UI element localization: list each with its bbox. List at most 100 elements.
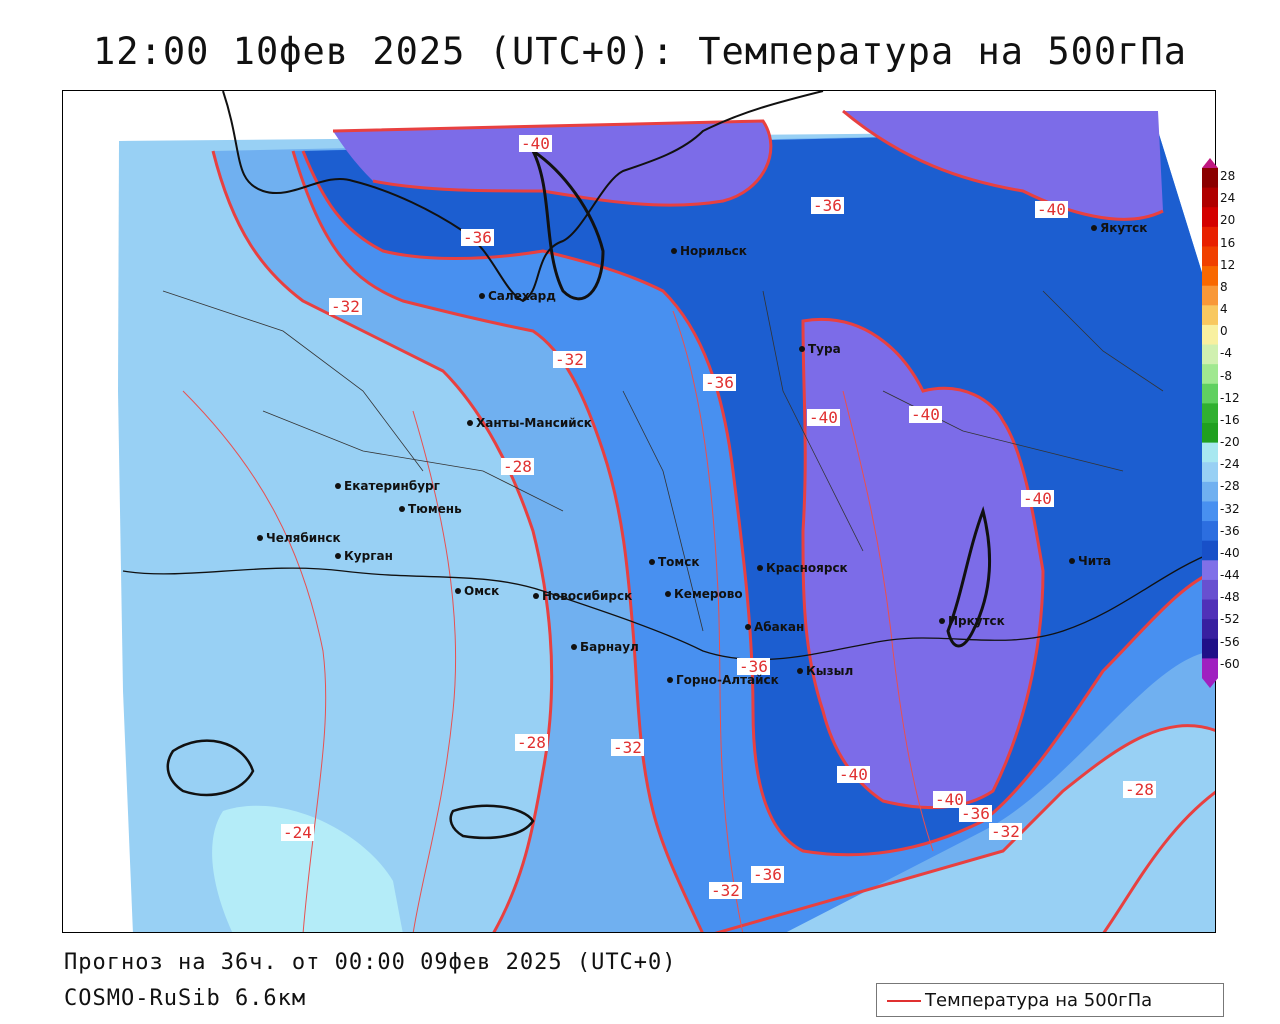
- model-name: COSMO-RuSib 6.6км: [64, 986, 307, 1011]
- country-border: [122, 551, 1215, 661]
- city-label: Тюмень: [399, 503, 462, 515]
- color-scale-step: [1202, 344, 1218, 365]
- color-scale-step: [1202, 403, 1218, 424]
- city-label: Барнаул: [571, 641, 639, 653]
- color-scale-tick: -32: [1220, 501, 1240, 516]
- legend: Температура на 500гПа: [876, 983, 1224, 1017]
- color-scale-tick: -28: [1220, 479, 1240, 494]
- contour-label: -32: [709, 881, 742, 900]
- isotherm-40-central: [801, 318, 1045, 809]
- city-label: Омск: [455, 585, 499, 597]
- contour-label: -40: [807, 408, 840, 427]
- contour-label: -36: [703, 373, 736, 392]
- contour-label: -40: [1035, 200, 1068, 219]
- color-scale-step: [1202, 579, 1218, 601]
- city-label: Горно-Алтайск: [667, 674, 779, 686]
- caspian-sea: [166, 739, 255, 797]
- color-scale-step: [1202, 560, 1218, 581]
- contour-label: -40: [933, 790, 966, 809]
- color-scale-tick: 24: [1220, 191, 1236, 206]
- color-scale-bar: [1202, 158, 1218, 688]
- color-scale-step: [1202, 324, 1218, 346]
- color-scale-tick: -20: [1220, 435, 1240, 450]
- color-scale-tick: 12: [1220, 257, 1236, 272]
- color-scale-tick: 20: [1220, 213, 1236, 228]
- contour-label: -36: [959, 804, 992, 823]
- city-label: Чита: [1069, 555, 1111, 567]
- color-scale-step: [1202, 305, 1218, 326]
- color-scale-step: [1202, 501, 1218, 522]
- contour-label: -40: [909, 405, 942, 424]
- color-scale-tick: 4: [1220, 302, 1228, 317]
- color-scale-step: [1202, 619, 1218, 640]
- color-scale-tick: -44: [1220, 568, 1240, 583]
- contour-label: -24: [281, 823, 314, 842]
- color-scale-step: [1202, 187, 1218, 208]
- color-scale-step: [1202, 462, 1218, 483]
- contour-label: -36: [811, 196, 844, 215]
- isotherm-40-north: [332, 119, 773, 207]
- temp-zone-44-northeast: [843, 111, 1163, 220]
- city-label: Кызыл: [797, 665, 853, 677]
- color-scale-tick: 28: [1220, 169, 1236, 183]
- color-scale-step: [1202, 638, 1218, 659]
- color-scale-tick: -48: [1220, 590, 1240, 605]
- legend-label: Температура на 500гПа: [925, 990, 1153, 1011]
- city-label: Ханты-Мансийск: [467, 417, 592, 429]
- color-scale-tick: -56: [1220, 634, 1240, 649]
- city-label: Салехард: [479, 290, 556, 302]
- isotherm-32: [291, 150, 704, 932]
- color-scale: 28 24 20 16 12 8 4 0 -4 -8 -12 -16 -20 -24 -28 -32 -36 -4…: [1200, 158, 1270, 688]
- contour-label: -40: [519, 134, 552, 153]
- contour-label: -36: [737, 657, 770, 676]
- isotherm-28-east: [1102, 790, 1215, 932]
- contour-label: -40: [837, 765, 870, 784]
- forecast-info: Прогноз на 36ч. от 00:00 09фев 2025 (UTC…: [64, 950, 677, 975]
- temp-zone-44-north: [333, 121, 771, 206]
- city-label: Томск: [649, 556, 700, 568]
- temp-zone-24: [212, 805, 403, 932]
- contour-label: -32: [329, 297, 362, 316]
- color-scale-step: [1202, 207, 1218, 228]
- city-label: Норильск: [671, 245, 747, 257]
- color-scale-step: [1202, 246, 1218, 267]
- temperature-map: [118, 91, 1215, 932]
- color-scale-step: [1202, 599, 1218, 620]
- city-label: Новосибирск: [533, 590, 632, 602]
- city-label: Курган: [335, 550, 393, 562]
- aral-sea: [449, 804, 535, 840]
- color-scale-tick: 16: [1220, 235, 1236, 250]
- contour-label: -32: [553, 350, 586, 369]
- color-scale-tick: -8: [1220, 368, 1232, 383]
- color-scale-tick: -24: [1220, 457, 1240, 472]
- color-scale-step: [1202, 423, 1218, 444]
- map-panel[interactable]: -40 -36 -36 -40 -32 -32 -36 -40 -40 -28 …: [62, 90, 1216, 933]
- color-scale-tick: -60: [1220, 656, 1240, 671]
- lake-baikal: [946, 505, 992, 648]
- city-label: Красноярск: [757, 562, 848, 574]
- color-scale-tick: -12: [1220, 390, 1240, 405]
- color-scale-tick: 8: [1220, 279, 1228, 294]
- city-label: Абакан: [745, 621, 804, 633]
- contour-label: -28: [515, 733, 548, 752]
- isotherm-36: [301, 150, 1215, 857]
- city-label: Челябинск: [257, 532, 341, 544]
- temp-zone-44-central: [803, 319, 1043, 808]
- city-label: Кемерово: [665, 588, 743, 600]
- color-scale-step: [1202, 226, 1218, 247]
- color-scale-step: [1202, 521, 1218, 542]
- color-scale-step: [1202, 364, 1218, 385]
- color-scale-step: [1202, 540, 1218, 561]
- map-title: 12:00 10фев 2025 (UTC+0): Температура на…: [93, 30, 1187, 73]
- color-scale-tick: 0: [1220, 324, 1228, 339]
- color-scale-tick: -16: [1220, 412, 1240, 427]
- contour-label: -40: [1021, 489, 1054, 508]
- color-scale-step: [1202, 442, 1218, 463]
- color-scale-tick: -40: [1220, 545, 1240, 560]
- color-scale-step: [1202, 266, 1218, 287]
- isotherm-40-northeast: [842, 109, 1164, 221]
- color-scale-step: [1202, 481, 1218, 502]
- city-label: Тура: [799, 343, 841, 355]
- contour-label: -36: [461, 228, 494, 247]
- color-scale-step: [1202, 658, 1218, 679]
